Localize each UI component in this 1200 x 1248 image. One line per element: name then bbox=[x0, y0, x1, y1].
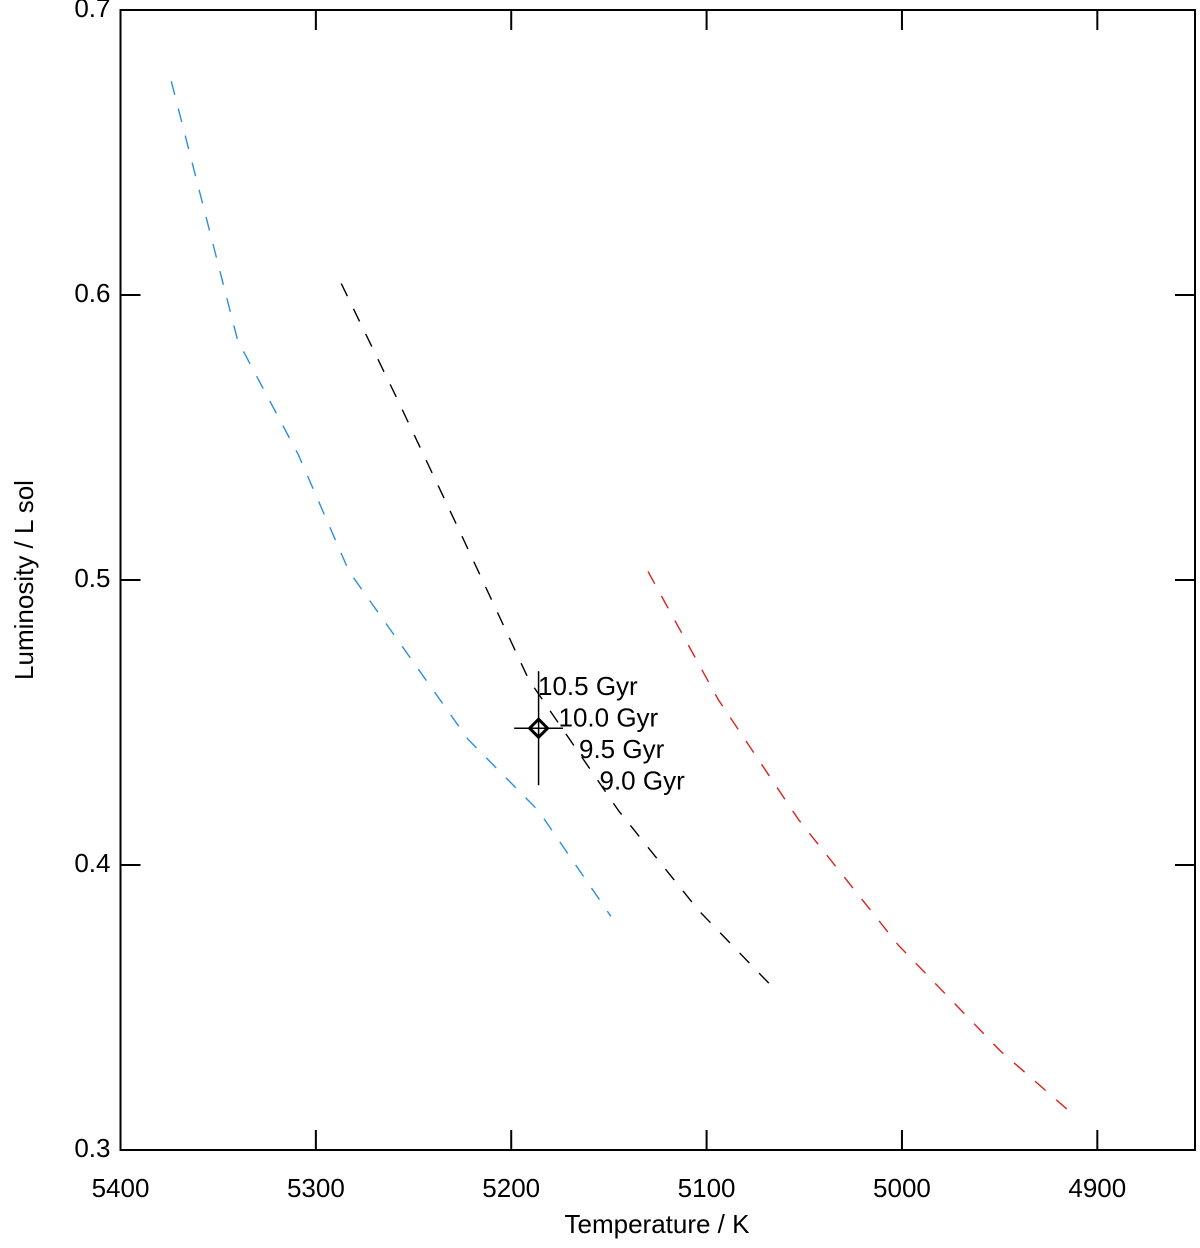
y-axis-label: Luminosity / L sol bbox=[9, 480, 39, 680]
age-label: 9.0 Gyr bbox=[600, 765, 686, 795]
y-tick-label: 0.5 bbox=[74, 563, 110, 593]
data-point bbox=[527, 717, 550, 740]
isochrone-line bbox=[170, 81, 612, 917]
x-tick-label: 5100 bbox=[678, 1173, 736, 1203]
y-tick-label: 0.4 bbox=[74, 848, 110, 878]
x-tick-label: 5300 bbox=[287, 1173, 345, 1203]
age-label: 10.5 Gyr bbox=[538, 671, 638, 701]
y-tick-label: 0.7 bbox=[74, 0, 110, 23]
isochrone-line bbox=[340, 283, 774, 989]
age-label: 9.5 Gyr bbox=[579, 734, 665, 764]
plot-frame bbox=[119, 9, 1196, 1151]
x-tick-label: 5200 bbox=[482, 1173, 540, 1203]
y-tick-label: 0.6 bbox=[74, 278, 110, 308]
x-axis-label: Temperature / K bbox=[565, 1209, 751, 1239]
x-tick-label: 4900 bbox=[1068, 1173, 1126, 1203]
x-tick-label: 5400 bbox=[92, 1173, 150, 1203]
isochrone-line bbox=[647, 571, 1069, 1111]
x-tick-label: 5000 bbox=[873, 1173, 931, 1203]
age-label: 10.0 Gyr bbox=[559, 702, 659, 732]
y-tick-label: 0.3 bbox=[74, 1133, 110, 1163]
